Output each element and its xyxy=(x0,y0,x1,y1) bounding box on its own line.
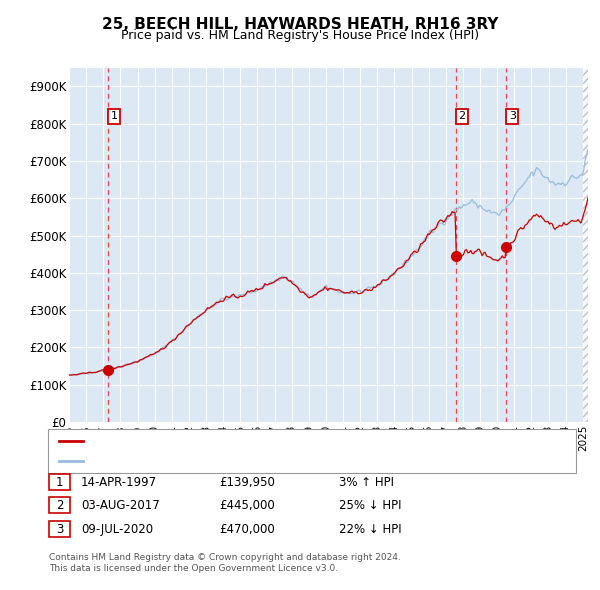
Text: 1: 1 xyxy=(110,112,118,122)
Bar xyxy=(583,68,592,422)
Text: 1: 1 xyxy=(56,476,63,489)
Text: 25% ↓ HPI: 25% ↓ HPI xyxy=(339,499,401,512)
Text: £445,000: £445,000 xyxy=(219,499,275,512)
Text: £470,000: £470,000 xyxy=(219,523,275,536)
Text: 3% ↑ HPI: 3% ↑ HPI xyxy=(339,476,394,489)
Text: 3: 3 xyxy=(56,523,63,536)
Text: 3: 3 xyxy=(509,112,515,122)
Bar xyxy=(583,68,592,422)
Text: 25, BEECH HILL, HAYWARDS HEATH, RH16 3RY: 25, BEECH HILL, HAYWARDS HEATH, RH16 3RY xyxy=(102,17,498,31)
Text: 09-JUL-2020: 09-JUL-2020 xyxy=(81,523,153,536)
Text: Contains HM Land Registry data © Crown copyright and database right 2024.
This d: Contains HM Land Registry data © Crown c… xyxy=(49,553,401,573)
Text: £139,950: £139,950 xyxy=(219,476,275,489)
Text: 22% ↓ HPI: 22% ↓ HPI xyxy=(339,523,401,536)
Text: Price paid vs. HM Land Registry's House Price Index (HPI): Price paid vs. HM Land Registry's House … xyxy=(121,29,479,42)
Text: 14-APR-1997: 14-APR-1997 xyxy=(81,476,157,489)
Text: 25, BEECH HILL, HAYWARDS HEATH, RH16 3RY (detached house): 25, BEECH HILL, HAYWARDS HEATH, RH16 3RY… xyxy=(87,436,441,446)
Text: 2: 2 xyxy=(56,499,63,512)
Text: HPI: Average price, detached house, Mid Sussex: HPI: Average price, detached house, Mid … xyxy=(87,456,350,466)
Text: 2: 2 xyxy=(458,112,466,122)
Text: 03-AUG-2017: 03-AUG-2017 xyxy=(81,499,160,512)
